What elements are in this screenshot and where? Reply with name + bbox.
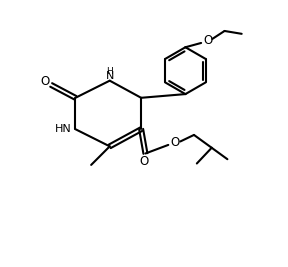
Text: O: O [204, 34, 213, 47]
Text: O: O [40, 75, 50, 88]
Text: HN: HN [55, 124, 72, 134]
Text: O: O [171, 136, 180, 149]
Text: H: H [106, 67, 113, 76]
Text: N: N [105, 71, 114, 81]
Text: O: O [139, 155, 149, 168]
